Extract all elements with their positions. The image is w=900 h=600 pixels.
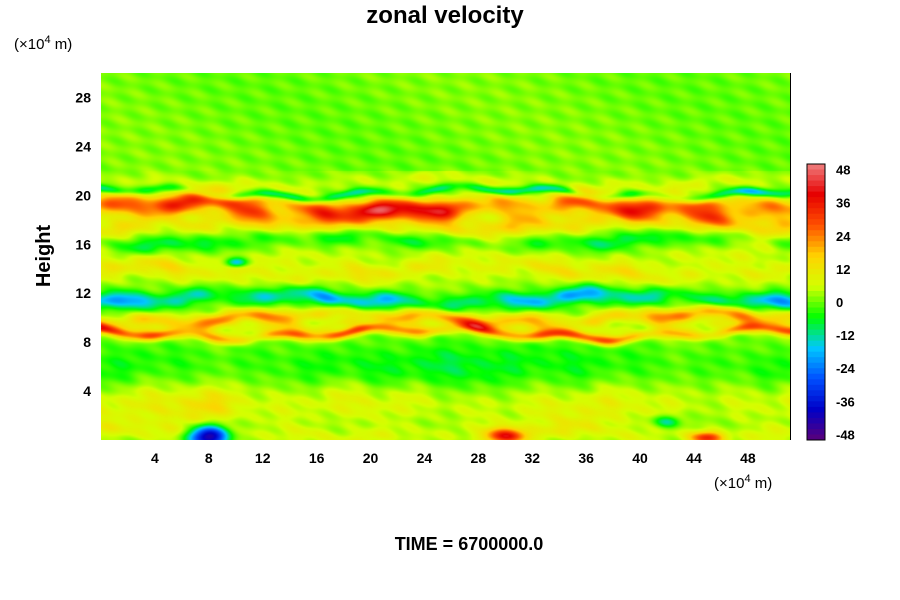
colorbar-segment	[807, 401, 825, 408]
colorbar-segment	[807, 351, 825, 358]
y-tick-label: 16	[75, 236, 91, 252]
colorbar-segment	[807, 285, 825, 292]
y-tick-label: 12	[75, 285, 91, 301]
colorbar-segment	[807, 180, 825, 187]
colorbar-tick-label: 24	[836, 229, 851, 244]
colorbar-segment	[807, 357, 825, 364]
x-tick-label: 4	[151, 450, 159, 466]
colorbar-segment	[807, 340, 825, 347]
colorbar-segment	[807, 268, 825, 275]
colorbar-tick-label: -12	[836, 328, 855, 343]
x-unit-label: (×104 m)	[714, 473, 772, 492]
plot-area	[101, 73, 791, 440]
x-tick-label: 40	[632, 450, 648, 466]
colorbar-segment	[807, 423, 825, 430]
colorbar-segment	[807, 302, 825, 308]
time-label: TIME = 6700000.0	[395, 534, 544, 554]
colorbar-segment	[807, 279, 825, 286]
x-tick-label: 36	[578, 450, 594, 466]
colorbar-segment	[807, 263, 825, 270]
colorbar-segment	[807, 395, 825, 402]
colorbar-segment	[807, 290, 825, 297]
colorbar-segment	[807, 241, 825, 248]
x-tick-label: 12	[255, 450, 271, 466]
colorbar-segment	[807, 324, 825, 330]
y-unit-suffix: m)	[51, 36, 73, 53]
colorbar-tick-label: -24	[836, 361, 856, 376]
colorbar-segment	[807, 346, 825, 353]
y-tick-label: 8	[83, 334, 91, 350]
chart-title: zonal velocity	[366, 2, 524, 29]
colorbar-segment	[807, 335, 825, 342]
colorbar-segment	[807, 296, 825, 303]
colorbar-tick-label: -48	[836, 427, 855, 442]
x-unit-exponent: 4	[744, 473, 750, 485]
colorbar-segment	[807, 246, 825, 253]
x-unit-prefix: (×10	[714, 475, 744, 492]
colorbar-segment	[807, 230, 825, 237]
x-tick-label: 32	[524, 450, 540, 466]
colorbar-tick-label: 36	[836, 196, 850, 211]
y-axis-ticks: 4 8 12 16 20 24 28	[75, 89, 91, 399]
colorbar-segment	[807, 307, 825, 314]
colorbar-segment	[807, 235, 825, 242]
x-tick-label: 20	[363, 450, 379, 466]
colorbar-segment	[807, 417, 825, 424]
colorbar-segment	[807, 202, 825, 209]
colorbar-segment	[807, 373, 825, 380]
colorbar-segment	[807, 368, 825, 375]
colorbar-segment	[807, 384, 825, 391]
colorbar-segment	[807, 252, 825, 259]
colorbar-tick-label: -36	[836, 394, 855, 409]
colorbar-segment	[807, 313, 825, 319]
y-tick-label: 4	[83, 383, 91, 399]
colorbar-segment	[807, 186, 825, 192]
colorbar-segment	[807, 224, 825, 231]
colorbar-segment	[807, 169, 825, 176]
x-tick-label: 48	[740, 450, 756, 466]
x-axis-ticks: 4 8 12 16 20 24 28 32 36 40 44 48	[151, 450, 756, 466]
y-unit-exponent: 4	[44, 34, 50, 46]
colorbar-segment	[807, 274, 825, 281]
colorbar-segment	[807, 191, 825, 198]
colorbar-segment	[807, 318, 825, 325]
x-tick-label: 8	[205, 450, 213, 466]
colorbar-tick-label: 12	[836, 262, 850, 277]
x-tick-label: 16	[309, 450, 325, 466]
y-tick-label: 28	[75, 89, 91, 105]
colorbar-segment	[807, 175, 825, 181]
colorbar-segment	[807, 208, 825, 215]
colorbar-segment	[807, 213, 825, 220]
colorbar-border	[806, 163, 826, 441]
x-tick-label: 24	[417, 450, 433, 466]
colorbar-segment	[807, 390, 825, 397]
y-axis-label: Height	[33, 225, 55, 288]
x-tick-label: 44	[686, 450, 702, 466]
colorbar	[806, 163, 826, 441]
colorbar-segment	[807, 406, 825, 413]
colorbar-tick-label: 0	[836, 295, 843, 310]
y-unit-prefix: (×10	[14, 36, 44, 53]
colorbar-segment	[807, 434, 825, 441]
colorbar-segment	[807, 257, 825, 264]
colorbar-segment	[807, 197, 825, 204]
colorbar-segment	[807, 164, 825, 170]
colorbar-segment	[807, 379, 825, 386]
colorbar-segment	[807, 219, 825, 226]
colorbar-segment	[807, 412, 825, 419]
colorbar-tick-label: 48	[836, 163, 850, 178]
y-unit-label: (×104 m)	[14, 34, 72, 53]
y-tick-label: 24	[75, 138, 91, 154]
x-tick-label: 28	[471, 450, 487, 466]
y-tick-label: 20	[75, 187, 91, 203]
colorbar-ticks: 48 36 24 12 0 -12 -24 -36 -48	[836, 163, 856, 443]
colorbar-segment	[807, 362, 825, 369]
heatmap-field	[101, 73, 791, 440]
colorbar-segment	[807, 329, 825, 336]
colorbar-segment	[807, 428, 825, 435]
x-unit-suffix: m)	[751, 475, 773, 492]
